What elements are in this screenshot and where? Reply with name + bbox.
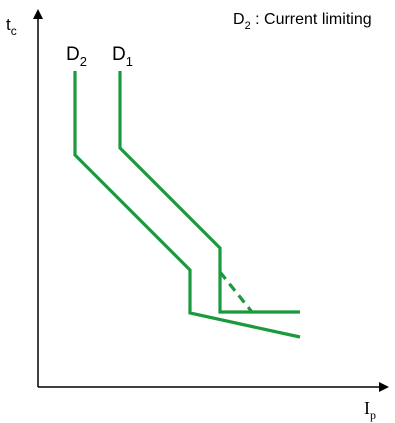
y-axis-label: tc [6, 15, 17, 38]
curve-d2 [73, 71, 301, 339]
x-axis-label: Ip [364, 398, 376, 422]
curve-d1-dashed-extension [218, 271, 254, 313]
title: D2 : Current limiting [233, 11, 372, 32]
curve-d1 [118, 71, 300, 314]
curve-label-d2: D2 [66, 44, 87, 69]
curve-label-d1: D1 [112, 44, 133, 69]
